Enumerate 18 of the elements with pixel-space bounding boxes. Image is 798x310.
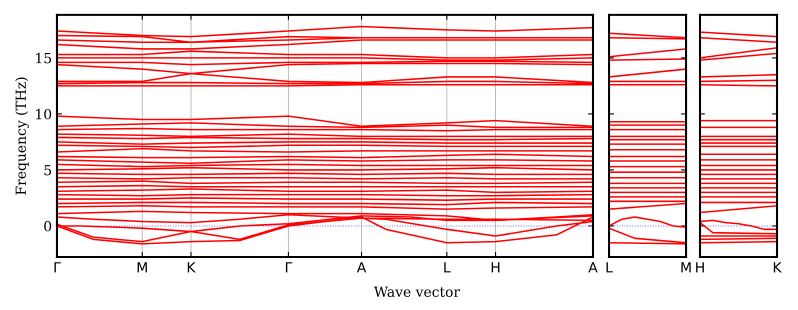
x-tick-label: K <box>188 262 196 272</box>
x-tick-label: Γ <box>286 262 292 272</box>
x-tick-label: M <box>681 262 691 272</box>
x-axis-title: Wave vector <box>374 286 460 297</box>
x-tick-label: Γ <box>54 262 61 272</box>
x-tick-label: H <box>492 262 500 272</box>
x-tick-label: M <box>138 262 147 272</box>
x-tick-label: A <box>356 262 366 272</box>
x-tick-label: L <box>606 262 613 272</box>
x-tick-label: K <box>774 262 782 272</box>
y-tick-label: 5 <box>44 165 52 176</box>
x-tick-label: A <box>588 262 598 272</box>
x-tick-label: H <box>696 262 704 272</box>
y-tick-label: 0 <box>44 220 52 232</box>
y-tick-label: 15 <box>36 52 52 64</box>
y-axis-title: Frequency (THz) <box>15 78 29 195</box>
x-tick-label: L <box>444 262 451 272</box>
y-tick-label: 10 <box>36 108 52 120</box>
